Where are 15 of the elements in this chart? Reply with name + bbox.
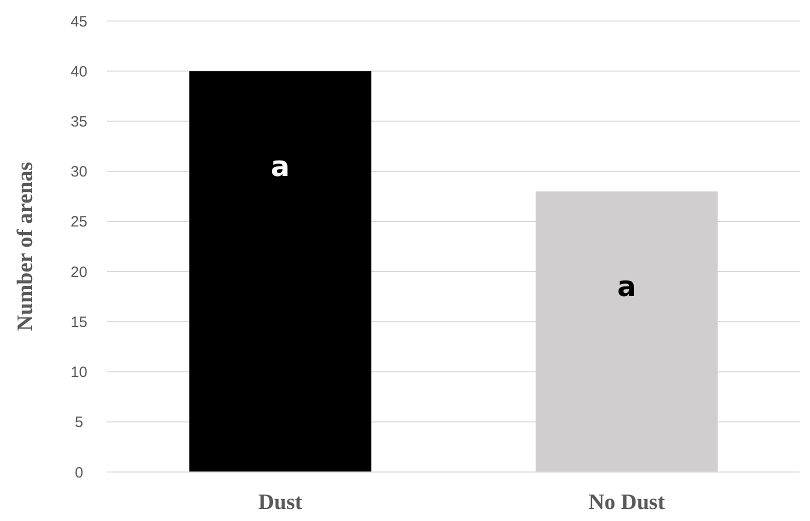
y-tick-label: 0 xyxy=(74,464,84,482)
y-tick-label: 20 xyxy=(70,264,88,281)
x-tick-label: Dust xyxy=(258,489,303,514)
y-axis-title: Number of arenas xyxy=(12,162,37,332)
y-tick-label: 25 xyxy=(70,214,88,231)
y-tick-label: 40 xyxy=(70,63,88,80)
y-tick-label: 30 xyxy=(70,164,88,181)
y-tick-label: 15 xyxy=(70,314,88,331)
annotation: a xyxy=(270,150,290,183)
annotation: a xyxy=(617,270,636,304)
y-tick-label: 10 xyxy=(70,364,88,382)
y-tick-label: 35 xyxy=(70,113,88,130)
y-tick-label: 45 xyxy=(70,13,88,30)
x-tick-label: No Dust xyxy=(588,489,666,514)
y-tick-label: 5 xyxy=(74,414,84,432)
